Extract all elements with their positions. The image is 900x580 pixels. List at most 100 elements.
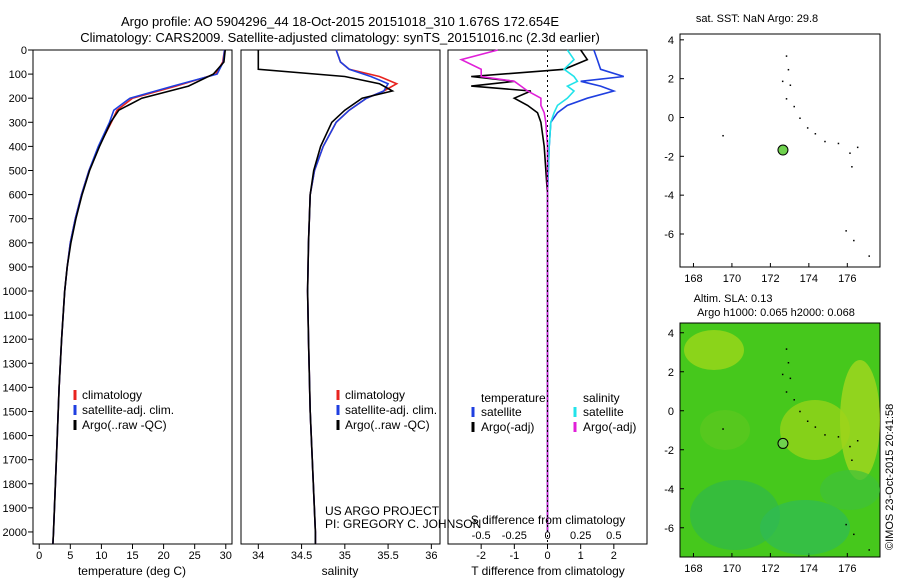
sst-map-ytick-label: 0 [668, 112, 674, 124]
imos-watermark: ©IMOS 23-Oct-2015 20:41:58 [884, 404, 896, 550]
difference-xtick-T-label: -1 [509, 550, 519, 562]
island-point [722, 428, 724, 430]
depth-ytick-label: 1200 [3, 334, 27, 346]
sla-map-ytick-label: -2 [664, 445, 674, 457]
island-point [856, 440, 859, 442]
project-label: US ARGO PROJECT [325, 504, 440, 518]
difference-profile-series-0 [546, 49, 625, 532]
island-point [781, 373, 784, 376]
temperature-legend-label: Argo(..raw -QC) [82, 418, 167, 432]
salinity-xtick-label: 35.5 [377, 550, 398, 562]
temperature-panel-frame [32, 49, 233, 545]
difference-xtick-S-label: -0.5 [472, 530, 491, 542]
salinity-xtick-label: 36 [425, 550, 437, 562]
difference-legend-label: Argo(-adj) [583, 420, 636, 434]
island-point [785, 55, 788, 57]
salinity-xlabel: salinity [322, 564, 359, 578]
salinity-xtick-label: 35 [339, 550, 351, 562]
float-position-marker [777, 437, 789, 449]
temperature-xtick-label: 25 [189, 550, 201, 562]
temperature-legend-label: satellite-adj. clim. [82, 403, 174, 417]
island-point [789, 84, 792, 86]
pi-label: PI: GREGORY C. JOHNSON [325, 517, 481, 531]
island-point [837, 436, 840, 438]
sst-map-ytick-label: -4 [664, 190, 674, 202]
depth-ytick-label: 800 [9, 238, 27, 250]
sst-map-ytick-label: 4 [668, 35, 674, 47]
sst-map-xtick-label: 176 [838, 273, 856, 285]
temperature-legend-label: climatology [82, 388, 142, 402]
island-point [853, 239, 855, 242]
island-point [793, 399, 795, 401]
island-point [781, 80, 784, 83]
salinity-xtick-label: 34.5 [291, 550, 312, 562]
sla-map-ytick-label: -4 [664, 484, 674, 496]
island-point [722, 134, 724, 137]
sla-heatmap-cell [780, 400, 850, 460]
island-point [785, 391, 788, 393]
island-point [806, 127, 809, 129]
island-point [814, 133, 817, 135]
island-point [851, 459, 853, 461]
salinity-profile-series-0 [306, 49, 399, 544]
temperature-xtick-label: 20 [157, 550, 169, 562]
salinity-legend-label: Argo(..raw -QC) [345, 418, 430, 432]
sla-map-xtick-label: 170 [723, 563, 741, 575]
salinity-legend-label: climatology [345, 388, 405, 402]
sst-map-ytick-label: -6 [664, 229, 674, 241]
island-point [787, 362, 790, 364]
island-point [824, 140, 826, 143]
depth-ytick-label: 1900 [3, 503, 27, 515]
difference-profile-series-2 [546, 49, 579, 532]
island-point [787, 68, 790, 71]
temperature-xtick-label: 15 [126, 550, 138, 562]
island-point [851, 166, 853, 168]
difference-xlabel: T difference from climatology [471, 564, 625, 578]
sst-map-ytick-label: -2 [664, 151, 674, 163]
difference-xtick-T-label: 2 [611, 550, 617, 562]
sst-map-xtick-label: 168 [684, 273, 702, 285]
chart-title-line2: Climatology: CARS2009. Satellite-adjuste… [80, 30, 600, 45]
chart-title-line1: Argo profile: AO 5904296_44 18-Oct-2015 … [120, 14, 559, 29]
depth-ytick-label: 200 [9, 93, 27, 105]
difference-legend-label: satellite [583, 405, 624, 419]
depth-ytick-label: 100 [9, 69, 27, 81]
depth-ytick-label: 900 [9, 262, 27, 274]
island-point [789, 377, 792, 380]
depth-ytick-label: 1700 [3, 455, 27, 467]
sla-heatmap-cell [820, 470, 880, 510]
sla-map-title-line1: Altim. SLA: 0.13 [694, 293, 773, 305]
difference-xtick-T-label: -2 [476, 550, 486, 562]
island-point [799, 117, 801, 119]
difference-xtick-S-label: -0.25 [502, 530, 527, 542]
depth-ytick-label: 1800 [3, 479, 27, 491]
difference-profile-series-1 [471, 49, 589, 532]
sla-heatmap-cell [690, 480, 780, 550]
sst-map-xtick-label: 170 [723, 273, 741, 285]
island-point [799, 410, 801, 413]
difference-xtick-S-label: 0 [544, 530, 550, 542]
sla-map-xtick-label: 168 [684, 563, 702, 575]
sla-map-title-line2: Argo h1000: 0.065 h2000: 0.068 [697, 307, 855, 319]
temperature-profile-series-0 [52, 49, 226, 545]
temperature-xtick-label: 30 [220, 550, 232, 562]
island-point [849, 445, 851, 448]
depth-ytick-label: 1600 [3, 431, 27, 443]
difference-xtick-T-label: 0 [544, 550, 550, 562]
sst-map-ytick-label: 2 [668, 74, 674, 86]
float-position-marker [777, 144, 789, 156]
difference-legend-label: satellite [481, 405, 522, 419]
depth-ytick-label: 1400 [3, 382, 27, 394]
sla-map-xtick-label: 176 [838, 563, 856, 575]
depth-ytick-label: 0 [21, 45, 27, 57]
depth-ytick-label: 1300 [3, 358, 27, 370]
sla-heatmap-cell [760, 500, 850, 555]
difference-legend-label: Argo(-adj) [481, 420, 534, 434]
depth-ytick-label: 700 [9, 214, 27, 226]
depth-ytick-label: 300 [9, 117, 27, 129]
temperature-xtick-label: 0 [36, 550, 42, 562]
depth-ytick-label: 600 [9, 190, 27, 202]
sst-map-frame [679, 33, 881, 268]
island-point [845, 523, 847, 526]
